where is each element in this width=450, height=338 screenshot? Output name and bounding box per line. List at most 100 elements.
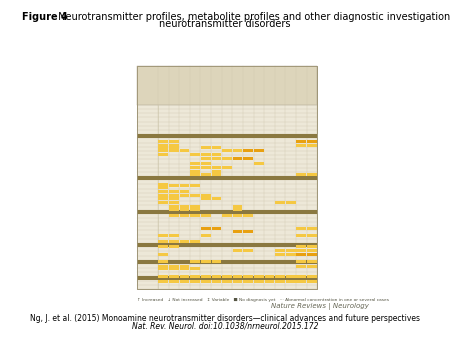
Bar: [243, 249, 253, 252]
Bar: [169, 240, 179, 243]
Bar: [254, 274, 264, 277]
Bar: [222, 280, 232, 283]
Bar: [158, 245, 168, 248]
Bar: [307, 252, 317, 256]
Bar: [201, 146, 211, 149]
Bar: [180, 149, 189, 152]
Bar: [169, 267, 179, 270]
Bar: [180, 194, 189, 197]
Bar: [137, 66, 317, 289]
Bar: [243, 280, 253, 283]
Bar: [243, 149, 253, 152]
Bar: [169, 201, 179, 204]
Bar: [169, 144, 179, 147]
Bar: [137, 66, 317, 105]
Bar: [158, 252, 168, 256]
Bar: [297, 252, 306, 256]
Bar: [201, 227, 211, 230]
Text: Ng, J. et al. (2015) Monoamine neurotransmitter disorders—clinical advances and : Ng, J. et al. (2015) Monoamine neurotran…: [30, 314, 420, 323]
Bar: [233, 149, 243, 152]
Bar: [169, 274, 179, 277]
Bar: [222, 149, 232, 152]
Bar: [297, 252, 306, 256]
Bar: [307, 245, 317, 248]
Bar: [233, 249, 243, 252]
Bar: [169, 208, 179, 211]
Bar: [158, 186, 168, 189]
Bar: [201, 166, 211, 169]
Bar: [158, 153, 168, 156]
Bar: [254, 280, 264, 283]
Bar: [190, 260, 200, 263]
Bar: [265, 274, 274, 277]
Bar: [169, 280, 179, 283]
Bar: [212, 260, 221, 263]
Bar: [307, 234, 317, 237]
Bar: [243, 157, 253, 160]
Bar: [158, 146, 168, 149]
Bar: [212, 173, 221, 176]
Bar: [190, 267, 200, 270]
Bar: [190, 166, 200, 169]
Bar: [201, 234, 211, 237]
Bar: [307, 274, 317, 277]
Bar: [233, 157, 243, 160]
Bar: [297, 140, 306, 143]
Bar: [297, 274, 306, 277]
Text: Nature Reviews | Neurology: Nature Reviews | Neurology: [270, 303, 369, 310]
Bar: [190, 170, 200, 173]
Bar: [158, 185, 168, 188]
Bar: [169, 214, 179, 217]
Bar: [233, 274, 243, 277]
Bar: [137, 134, 317, 138]
Bar: [307, 260, 317, 263]
Bar: [201, 260, 211, 263]
Bar: [169, 265, 179, 268]
Bar: [307, 227, 317, 230]
Bar: [158, 265, 168, 268]
Bar: [212, 227, 221, 230]
Bar: [169, 140, 179, 143]
Bar: [190, 208, 200, 211]
Bar: [307, 252, 317, 256]
Bar: [297, 234, 306, 237]
Bar: [254, 162, 264, 165]
Bar: [222, 274, 232, 277]
Bar: [190, 280, 200, 283]
Text: Nat. Rev. Neurol. doi:10.1038/nrneurol.2015.172: Nat. Rev. Neurol. doi:10.1038/nrneurol.2…: [132, 321, 318, 330]
Bar: [158, 240, 168, 243]
Text: neurotransmitter disorders: neurotransmitter disorders: [159, 19, 291, 29]
Bar: [180, 190, 189, 193]
Bar: [286, 201, 296, 204]
Bar: [297, 260, 306, 263]
Bar: [297, 280, 306, 283]
Bar: [201, 194, 211, 197]
Bar: [180, 267, 189, 270]
Bar: [286, 280, 296, 283]
Bar: [222, 166, 232, 169]
Bar: [212, 157, 221, 160]
Bar: [201, 173, 211, 176]
Bar: [212, 166, 221, 169]
Bar: [212, 280, 221, 283]
Bar: [233, 205, 243, 208]
Bar: [158, 194, 168, 197]
Bar: [233, 214, 243, 217]
Bar: [169, 197, 179, 200]
Bar: [201, 214, 211, 217]
Bar: [275, 249, 285, 252]
Bar: [169, 234, 179, 237]
Bar: [307, 173, 317, 176]
Bar: [158, 197, 168, 200]
Bar: [307, 144, 317, 147]
Bar: [190, 274, 200, 277]
Bar: [158, 280, 168, 283]
Bar: [201, 280, 211, 283]
Bar: [222, 214, 232, 217]
Bar: [212, 274, 221, 277]
Bar: [180, 214, 189, 217]
Bar: [212, 170, 221, 173]
Bar: [307, 249, 317, 252]
Bar: [243, 214, 253, 217]
Text: Neurotransmitter profiles, metabolite profiles and other diagnostic investigatio: Neurotransmitter profiles, metabolite pr…: [55, 12, 450, 22]
